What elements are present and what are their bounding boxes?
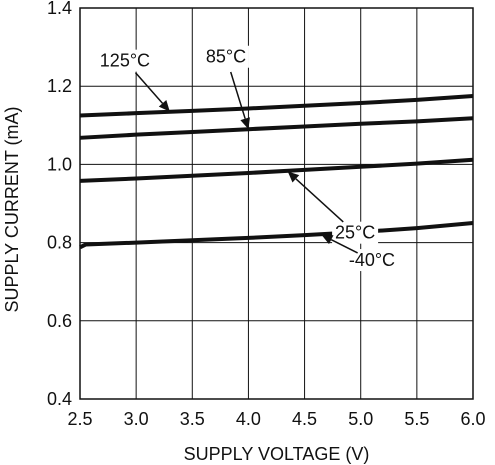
annotations: 125°C 85°C 25°C -40°C — [96, 45, 400, 272]
annotation-arrow-head — [321, 234, 334, 245]
annotation-label: 85°C — [206, 47, 246, 67]
x-tick-label: 4.0 — [236, 409, 261, 429]
series-line — [79, 116, 474, 140]
y-axis-title: SUPPLY CURRENT (mA) — [2, 106, 22, 312]
plot-frame — [79, 7, 474, 400]
y-tick-label: 0.6 — [47, 311, 72, 331]
series-lines — [79, 93, 474, 250]
y-tick-label: 1.2 — [47, 76, 72, 96]
annotation-arrow-shaft — [295, 178, 344, 223]
series-line — [79, 157, 474, 183]
x-tick-label: 5.0 — [348, 409, 373, 429]
annotation-arrow-shaft — [134, 72, 164, 104]
x-tick-label: 4.5 — [292, 409, 317, 429]
annotation-label: -40°C — [349, 250, 395, 270]
y-tick-label: 0.4 — [47, 389, 72, 409]
series-line — [79, 93, 474, 118]
annotation-arrow-shaft — [229, 71, 246, 119]
annotation-label-background — [332, 221, 379, 244]
annotation-label-background — [202, 45, 249, 68]
annotation-label: 25°C — [335, 223, 375, 243]
tick-labels: 2.5 3.0 3.5 4.0 4.5 5.0 5.5 6.0 0.4 0.6 0.8 1.0 1.2 1… — [47, 0, 486, 429]
annotation-label-background — [343, 249, 400, 272]
y-tick-label: 0.8 — [47, 233, 72, 253]
annotation-arrow-shaft — [330, 239, 358, 254]
x-tick-label: 3.5 — [180, 409, 205, 429]
annotation-label: 125°C — [100, 51, 150, 71]
x-axis-title: SUPPLY VOLTAGE (V) — [184, 444, 370, 464]
y-tick-label: 1.4 — [47, 0, 72, 18]
annotation-label-background — [96, 49, 153, 72]
x-tick-label: 5.5 — [404, 409, 429, 429]
x-tick-label: 3.0 — [124, 409, 149, 429]
annotation-arrow-head — [287, 171, 300, 183]
series-line — [79, 221, 474, 250]
annotation-arrow-head — [158, 100, 170, 112]
y-tick-label: 1.0 — [47, 154, 72, 174]
x-tick-label: 2.5 — [67, 409, 92, 429]
x-tick-label: 6.0 — [460, 409, 485, 429]
annotation-arrow-head — [240, 117, 250, 130]
